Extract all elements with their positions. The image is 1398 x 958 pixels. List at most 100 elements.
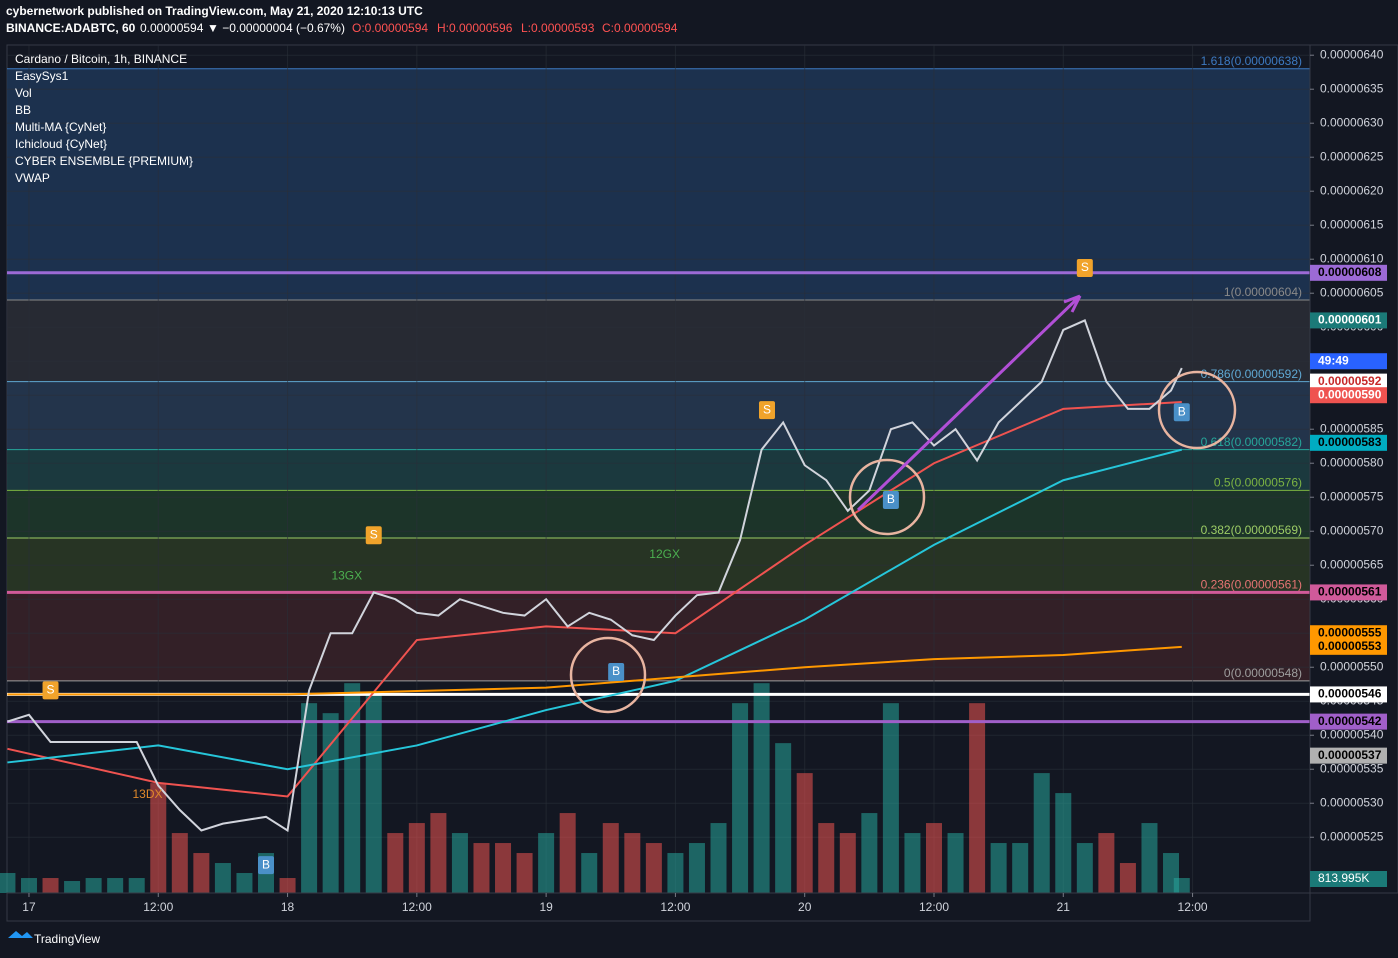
price-label: 0.00000608	[1318, 265, 1382, 279]
fib-band	[7, 300, 1310, 382]
fib-label: 0.382(0.00000569)	[1201, 523, 1302, 537]
signal-marker	[608, 662, 625, 681]
price-line	[7, 319, 1183, 833]
highlight-circle	[848, 458, 926, 536]
x-tick-label: 18	[281, 900, 295, 914]
volume-bar	[775, 743, 792, 893]
price-label: 0.00000553	[1318, 639, 1382, 653]
y-tick-label: 0.00000540	[1320, 727, 1384, 741]
volume-bar	[688, 843, 705, 893]
volume-bar	[1076, 843, 1093, 893]
volume-bar	[42, 878, 59, 893]
legend-item: EasySys1	[15, 69, 69, 83]
x-tick-label: 12:00	[1178, 900, 1208, 914]
ohlc-open: O:0.00000594	[352, 21, 428, 35]
signal-marker	[1076, 259, 1093, 278]
volume-bar	[322, 713, 339, 893]
volume-bar	[1033, 773, 1050, 893]
signal-marker	[1173, 403, 1190, 422]
price-label: 0.00000537	[1318, 748, 1382, 762]
volume-bar	[279, 878, 296, 893]
price-label-box	[1310, 584, 1387, 601]
volume-bar	[473, 843, 490, 893]
y-tick-label: 0.00000565	[1320, 557, 1384, 571]
x-tick-label: 20	[798, 900, 812, 914]
volume-bar	[107, 878, 124, 893]
fib-band	[7, 490, 1310, 539]
volume-bar	[193, 853, 210, 893]
y-tick-label: 0.00000640	[1320, 47, 1384, 61]
x-tick-label: 19	[539, 900, 553, 914]
signal-text: B	[612, 664, 620, 678]
time-axis	[6, 892, 1311, 922]
signal-text: B	[262, 857, 270, 871]
y-tick-label: 0.00000525	[1320, 829, 1384, 843]
y-tick-label: 0.00000580	[1320, 455, 1384, 469]
legend-item: VWAP	[15, 171, 50, 185]
volume-bar	[20, 878, 37, 893]
legend-title: Cardano / Bitcoin, 1h, BINANCE	[15, 52, 187, 66]
volume-bar	[732, 703, 749, 893]
fib-label: 1(0.00000604)	[1224, 285, 1302, 299]
volume-bar	[301, 703, 318, 893]
volume-bar	[925, 823, 942, 893]
volume-label-box	[1310, 871, 1387, 887]
price-label: 49:49	[1318, 353, 1349, 367]
legend-item: Vol	[15, 86, 32, 100]
fib-label: 0(0.00000548)	[1224, 666, 1302, 680]
volume-bar	[64, 881, 81, 893]
y-tick-label: 0.00000605	[1320, 285, 1384, 299]
ohlc-close: C:0.00000594	[602, 21, 678, 35]
volume-bar	[1012, 843, 1029, 893]
legend-item: Ichicloud {CyNet}	[15, 137, 107, 151]
volume-bar	[387, 833, 404, 893]
price-label-box	[1310, 625, 1387, 642]
signal-text: S	[1081, 260, 1089, 274]
y-tick-label: 0.00000550	[1320, 659, 1384, 673]
x-tick-label: 12:00	[919, 900, 949, 914]
price-label-box	[1310, 387, 1387, 404]
signal-text: B	[887, 492, 895, 506]
fib-label: 0.5(0.00000576)	[1214, 476, 1302, 490]
change: ▼ −0.00000004 (−0.67%)	[207, 21, 345, 35]
y-tick-label: 0.00000535	[1320, 761, 1384, 775]
volume-bar	[602, 823, 619, 893]
legend-item: CYBER ENSEMBLE {PREMIUM}	[15, 154, 193, 168]
signal-text: S	[763, 402, 771, 416]
last-price: 0.00000594	[140, 21, 204, 35]
price-label: 0.00000601	[1318, 313, 1382, 327]
ohlc-low: L:0.00000593	[521, 21, 595, 35]
price-label-box	[1310, 747, 1387, 764]
volume-bar	[430, 813, 447, 893]
fib-band	[7, 68, 1310, 301]
volume-bar	[408, 823, 425, 893]
fib-label: 0.618(0.00000582)	[1201, 435, 1302, 449]
volume-bar	[1119, 863, 1136, 893]
volume-bar	[559, 813, 576, 893]
price-label-box	[1310, 713, 1387, 730]
volume-bar	[538, 833, 555, 893]
volume-bar	[451, 833, 468, 893]
x-tick-label: 12:00	[660, 900, 690, 914]
moving-average	[7, 645, 1182, 696]
signal-text: S	[47, 683, 55, 697]
signal-marker	[882, 490, 899, 509]
volume-bar	[214, 863, 231, 893]
volume-bar	[236, 873, 253, 893]
y-tick-label: 0.00000625	[1320, 149, 1384, 163]
fib-label: 0.786(0.00000592)	[1201, 367, 1302, 381]
y-tick-label: 0.00000620	[1320, 183, 1384, 197]
price-label: 0.00000583	[1318, 435, 1382, 449]
volume-bar	[818, 823, 835, 893]
signal-marker	[258, 856, 275, 875]
volume-bar	[85, 878, 102, 893]
publisher: cybernetwork published on TradingView.co…	[6, 4, 423, 18]
highlight-circle	[1157, 370, 1237, 450]
volume-bar	[710, 823, 727, 893]
fib-band	[7, 381, 1310, 450]
price-label-box	[1310, 353, 1387, 370]
price-label: 0.00000546	[1318, 687, 1382, 701]
x-tick-label: 12:00	[402, 900, 432, 914]
volume-bar	[0, 873, 16, 893]
volume-bar	[839, 833, 856, 893]
